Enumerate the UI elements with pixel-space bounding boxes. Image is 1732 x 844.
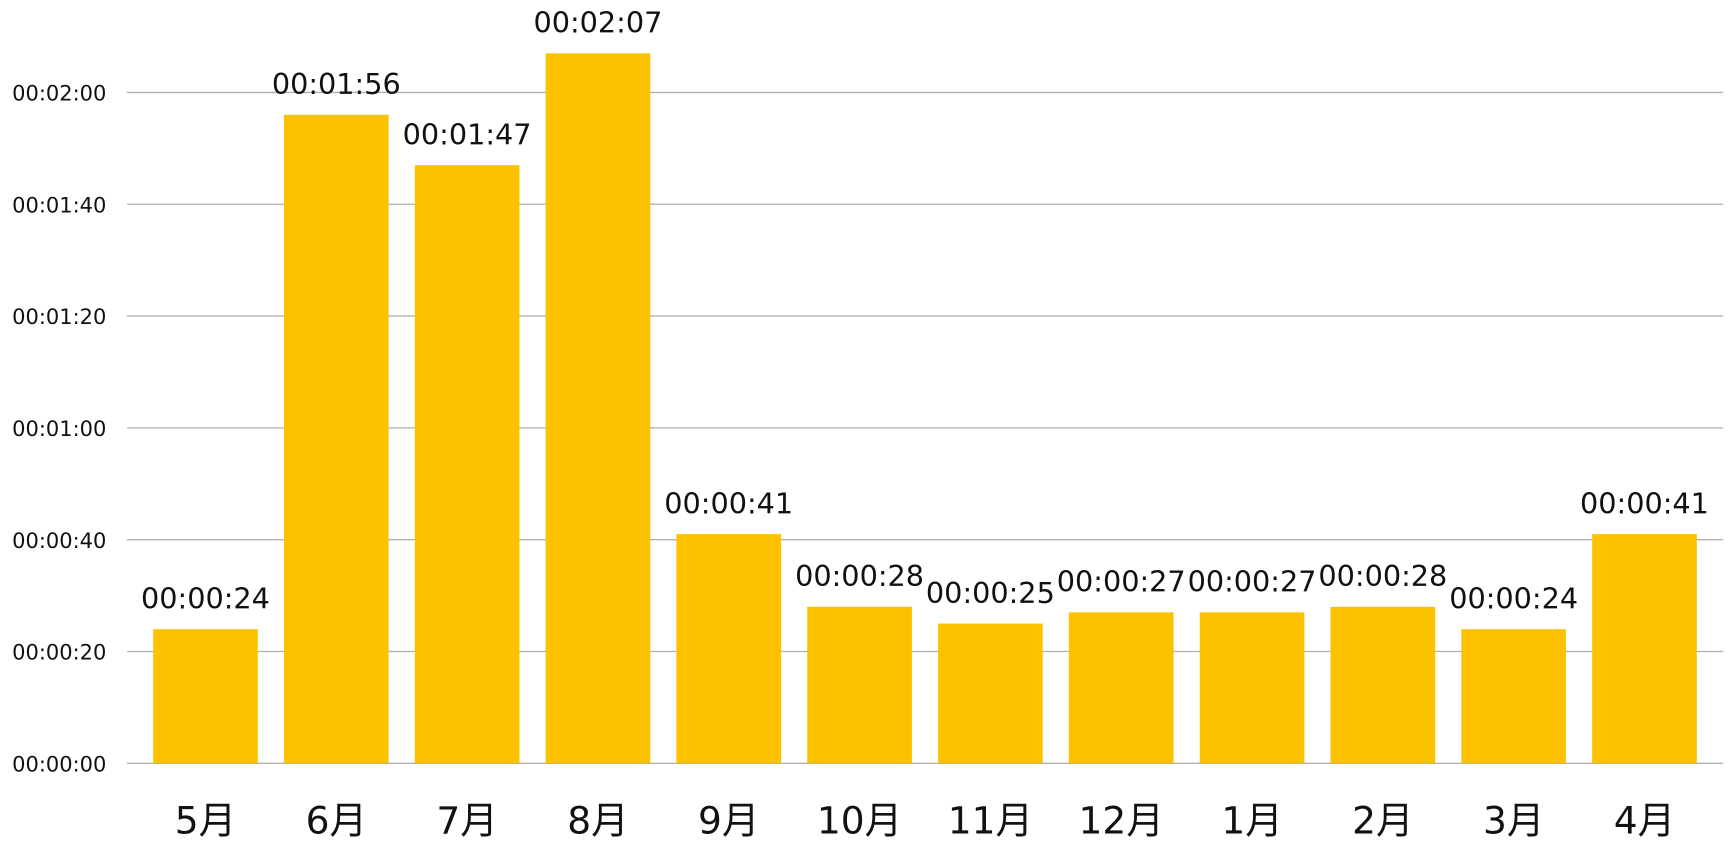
- y-tick-label: 00:01:00: [12, 417, 106, 441]
- bar: [1461, 629, 1567, 764]
- x-tick-label: 6月: [306, 798, 367, 842]
- x-tick-label: 5月: [175, 798, 236, 842]
- bar: [1330, 606, 1436, 764]
- bar: [676, 534, 782, 764]
- data-label: 00:01:47: [403, 117, 532, 151]
- y-tick-label: 00:01:20: [12, 305, 106, 329]
- data-label: 00:00:28: [795, 559, 924, 593]
- x-tick-label: 12月: [1079, 798, 1164, 842]
- bar: [1199, 612, 1305, 764]
- bar: [545, 53, 651, 764]
- data-label: 00:00:41: [664, 486, 793, 520]
- y-tick-label: 00:01:40: [12, 193, 106, 217]
- x-tick-label: 2月: [1352, 798, 1413, 842]
- bar: [1068, 612, 1174, 764]
- x-tick-label: 11月: [948, 798, 1033, 842]
- bar: [153, 629, 258, 764]
- data-label: 00:00:41: [1580, 486, 1709, 520]
- data-label: 00:00:28: [1318, 559, 1447, 593]
- y-tick-label: 00:00:00: [12, 753, 106, 777]
- data-label: 00:00:24: [1449, 581, 1578, 615]
- data-label: 00:01:56: [272, 67, 401, 101]
- x-tick-label: 3月: [1483, 798, 1544, 842]
- bar: [938, 623, 1043, 764]
- bar: [283, 114, 389, 764]
- data-label: 00:00:27: [1188, 565, 1317, 599]
- data-label: 00:00:24: [141, 581, 270, 615]
- data-label: 00:00:25: [926, 576, 1055, 610]
- x-tick-label: 8月: [567, 798, 628, 842]
- x-tick-label: 10月: [817, 798, 902, 842]
- y-tick-label: 00:00:40: [12, 529, 106, 553]
- bar: [807, 606, 912, 764]
- y-tick-label: 00:00:20: [12, 641, 106, 665]
- x-tick-label: 7月: [436, 798, 497, 842]
- x-tick-label: 1月: [1221, 798, 1282, 842]
- bar: [1592, 534, 1697, 764]
- x-tick-label: 9月: [698, 798, 759, 842]
- x-tick-label: 4月: [1614, 798, 1675, 842]
- y-tick-label: 00:02:00: [12, 82, 106, 106]
- data-label: 00:00:27: [1057, 565, 1186, 599]
- data-label: 00:02:07: [533, 6, 662, 40]
- bar: [414, 165, 520, 764]
